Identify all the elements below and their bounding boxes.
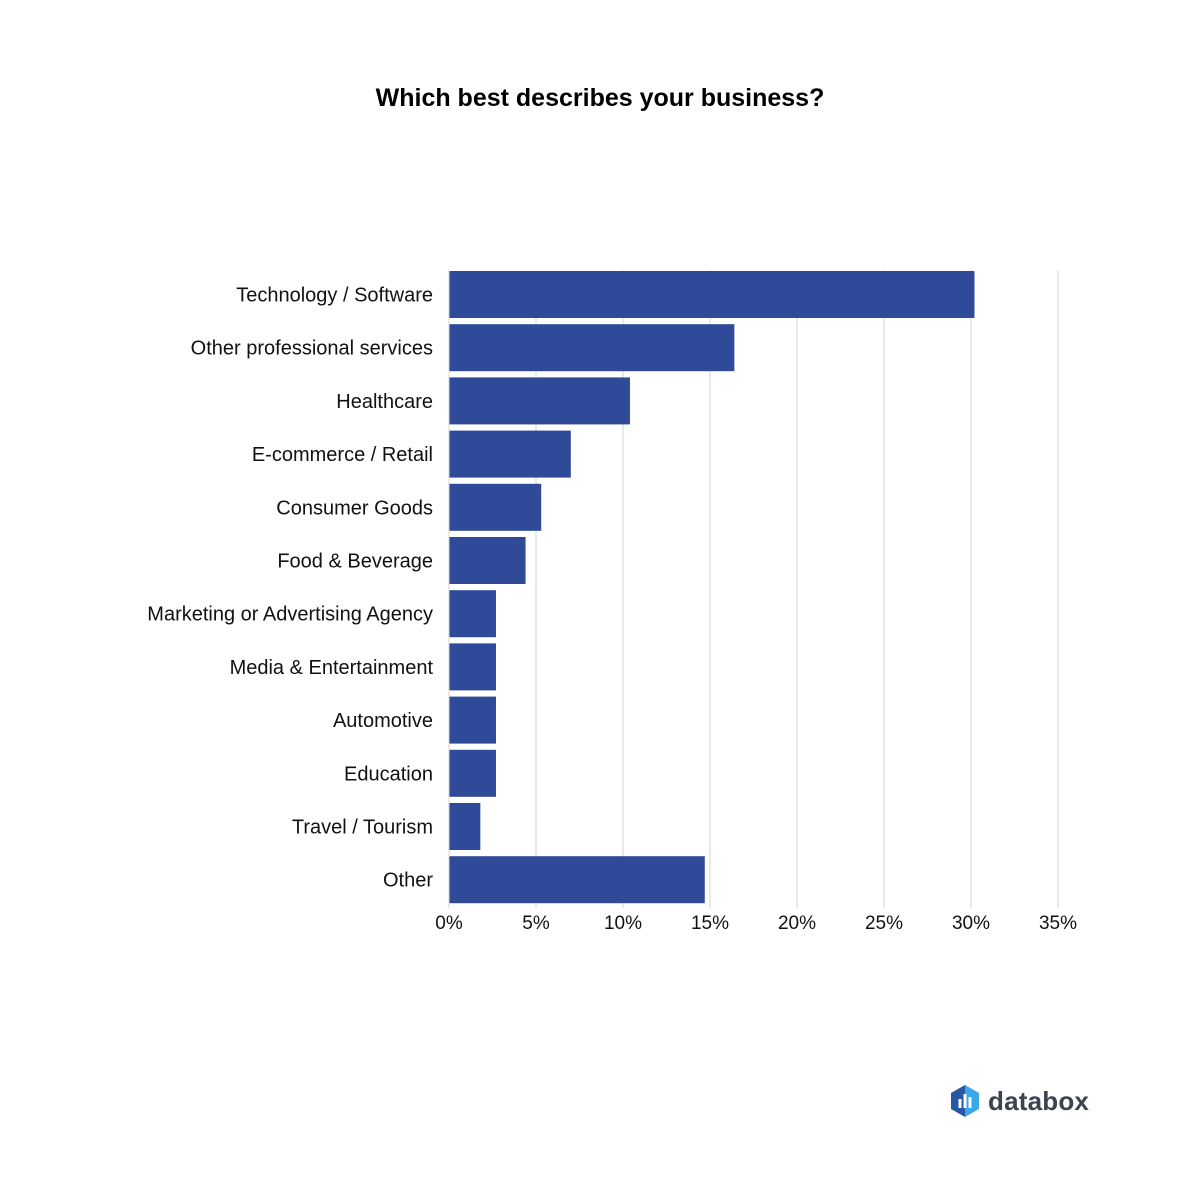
bar (449, 324, 735, 372)
tick-label: 20% (778, 913, 816, 934)
databox-logo-icon (951, 1085, 979, 1117)
tick-label: 10% (604, 913, 642, 934)
tick-label: 35% (1039, 913, 1077, 934)
category-label: Other professional services (191, 338, 433, 360)
tick-label: 15% (691, 913, 729, 934)
bar (449, 537, 526, 584)
brand-logo: databox (950, 1083, 1089, 1119)
bar (449, 803, 481, 850)
category-label: Other (383, 870, 433, 892)
category-label: Technology / Software (236, 285, 433, 307)
tick-label: 25% (865, 913, 903, 934)
bar (449, 430, 571, 478)
category-label: Education (344, 763, 433, 785)
category-label: Marketing or Advertising Agency (147, 604, 433, 626)
category-label: Media & Entertainment (230, 657, 434, 679)
bar (449, 590, 496, 638)
bar (449, 643, 496, 691)
category-label: Consumer Goods (276, 497, 433, 519)
chart-title: Which best describes your business? (375, 84, 825, 112)
tick-label: 0% (435, 913, 463, 934)
brand-name: databox (988, 1085, 1090, 1116)
category-label: Healthcare (336, 391, 433, 413)
tick-label: 30% (952, 913, 990, 934)
category-label: Travel / Tourism (292, 817, 433, 839)
bar (449, 856, 705, 904)
category-label: E-commerce / Retail (252, 444, 433, 466)
tick-label: 5% (522, 913, 550, 934)
bar (449, 483, 542, 531)
bar (449, 749, 496, 797)
bar (449, 271, 975, 318)
bar (449, 377, 630, 425)
bar (449, 696, 496, 744)
category-label: Automotive (333, 710, 433, 732)
category-label: Food & Beverage (277, 551, 433, 573)
